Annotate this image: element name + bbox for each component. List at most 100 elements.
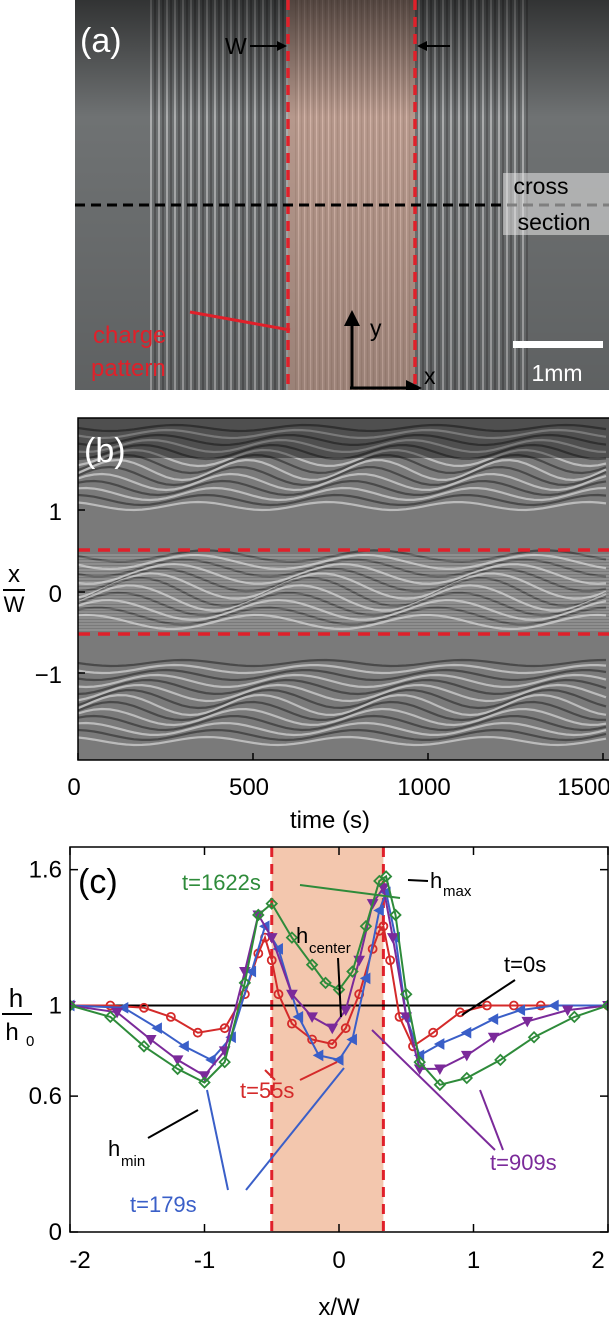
panel-b-ytick-label: 0	[49, 581, 62, 608]
data-point-t-909s	[434, 1064, 446, 1075]
data-point-t-909s	[339, 1005, 352, 1017]
panel-b-ylabel-num: x	[8, 561, 20, 588]
data-point-t-1622s	[379, 870, 393, 883]
kymograph-band	[78, 438, 607, 454]
panel-c-xlabel: x/W	[318, 1294, 360, 1321]
kymograph-band	[78, 673, 607, 689]
panel-b-ytick-label: −1	[35, 662, 62, 689]
data-point-t-55s	[455, 1007, 465, 1018]
axis-y-label: y	[370, 315, 382, 341]
panel-c-series	[70, 870, 608, 1092]
series-pointer-t55-b	[299, 1061, 338, 1081]
panel-b-xlabel: time (s)	[290, 807, 370, 834]
kymograph-band	[78, 663, 607, 675]
kymograph-band	[78, 433, 607, 447]
xtick-label: -2	[69, 1247, 90, 1274]
kymograph-band	[78, 707, 607, 727]
kymograph-band	[78, 688, 607, 710]
data-point-t-55s	[327, 1039, 338, 1049]
kymograph-fringes	[78, 423, 609, 747]
xtick-label: 2	[591, 1247, 604, 1274]
panel-b-xtick-label: 500	[229, 774, 269, 801]
kymograph-band	[78, 549, 607, 563]
data-point-t-1622s	[494, 1053, 507, 1067]
kymograph-band	[78, 613, 607, 631]
cross-section-label-1: cross	[514, 173, 569, 199]
kymograph-band	[78, 700, 607, 722]
scale-bar-label: 1mm	[531, 360, 582, 386]
y-axis-arrow-head	[344, 310, 360, 326]
data-point-t-55s	[139, 1002, 149, 1013]
series-label-t55: t=55s	[240, 1078, 294, 1103]
panel-c-ylabel-den-sub: 0	[26, 1033, 34, 1050]
data-point-t-179s	[151, 1022, 162, 1035]
series-pointer-t909-b	[371, 1029, 496, 1151]
data-point-t-909s	[265, 933, 278, 944]
cross-section-label-bg	[503, 173, 609, 235]
data-point-t-55s	[192, 1027, 203, 1038]
series-pointer-t179-a	[206, 1089, 229, 1191]
charge-region-shading	[271, 847, 384, 1232]
panel-b-ytick-label: 1	[49, 499, 62, 526]
panel-a-label: (a)	[80, 22, 122, 60]
xtick-label: 1	[467, 1247, 480, 1274]
ytick-label: 0	[49, 1219, 62, 1246]
data-point-t-1622s	[252, 908, 265, 922]
data-point-t-1622s	[568, 1010, 581, 1024]
data-point-t-1622s	[346, 965, 359, 978]
xtick-label: 0	[332, 1247, 345, 1274]
kymograph-band	[78, 458, 607, 482]
data-point-t-909s	[487, 1032, 500, 1044]
series-label-t909: t=909s	[490, 1150, 557, 1175]
series-pointer-t1622	[299, 884, 401, 899]
kymograph-band	[78, 735, 607, 747]
kymograph-band	[78, 728, 607, 742]
hmin-pointer	[147, 1109, 199, 1139]
data-point-t-1622s	[433, 1078, 447, 1092]
data-point-t-1622s	[171, 1062, 184, 1076]
ytick-label: 1	[49, 993, 62, 1020]
hcenter-label: h	[296, 923, 308, 948]
data-point-t-909s	[521, 1016, 534, 1028]
x-axis-arrow-head	[406, 380, 422, 390]
data-point-t-1622s	[305, 958, 319, 972]
series-pointer-t0	[461, 979, 516, 1016]
data-point-t-1622s	[218, 1055, 231, 1069]
kymograph-band	[78, 693, 607, 717]
data-point-t-1622s	[527, 1030, 541, 1044]
data-point-t-179s	[433, 1038, 445, 1050]
kymograph-band	[78, 572, 607, 600]
panel-c-ylabel-den: h	[5, 1019, 18, 1046]
series-label-t1622: t=1622s	[182, 870, 261, 895]
data-point-t-55s	[482, 1000, 492, 1011]
data-point-t-55s	[340, 1023, 351, 1034]
hcenter-sub: center	[309, 940, 351, 957]
panel-b-frame	[77, 417, 609, 761]
data-point-t-179s	[332, 1054, 344, 1066]
kymograph-band	[78, 500, 607, 512]
kymograph-band	[78, 448, 607, 468]
data-point-t-909s	[460, 1050, 473, 1062]
charge-pattern-pointer	[189, 310, 291, 332]
xtick-label: -1	[194, 1247, 215, 1274]
data-point-t-1622s	[238, 976, 252, 990]
data-point-t-1622s	[104, 1010, 117, 1024]
data-point-t-909s	[413, 1064, 426, 1075]
kymograph-band	[78, 606, 607, 626]
data-point-t-179s	[548, 999, 559, 1012]
hmax-pointer	[407, 879, 429, 882]
kymograph-band	[78, 584, 607, 612]
data-point-t-1622s	[70, 999, 77, 1012]
series-label-t0: t=0s	[504, 952, 546, 977]
hmin-sub: min	[121, 1153, 145, 1170]
data-point-t-1622s	[460, 1071, 474, 1085]
kymograph-band	[78, 479, 607, 497]
kymograph-band	[78, 465, 607, 487]
data-point-t-55s	[508, 1000, 519, 1011]
data-point-t-1622s	[389, 908, 402, 922]
width-arrow-right-head	[417, 41, 427, 51]
data-point-t-179s	[272, 943, 283, 955]
data-point-t-55s	[428, 1027, 439, 1038]
data-point-t-909s	[377, 883, 390, 894]
